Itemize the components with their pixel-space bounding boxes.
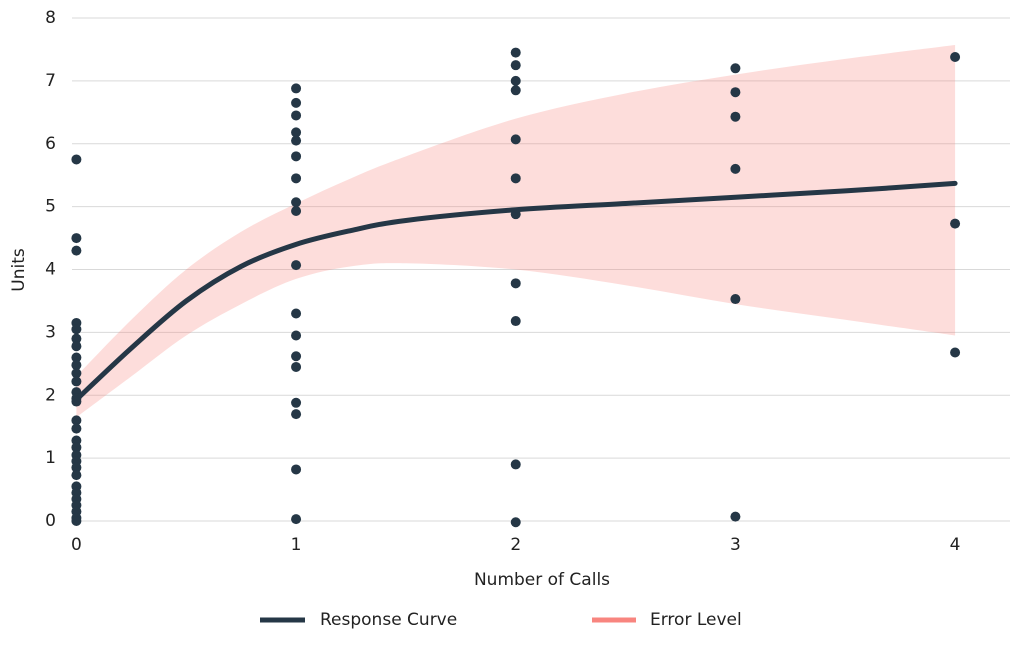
data-point — [71, 516, 82, 526]
data-point — [71, 233, 82, 244]
data-point — [510, 459, 521, 470]
y-tick-label: 6 — [45, 134, 56, 154]
data-point — [510, 60, 521, 71]
data-point — [71, 352, 82, 363]
y-tick-label: 5 — [45, 197, 56, 217]
y-tick-label: 3 — [45, 322, 56, 342]
data-point — [950, 347, 961, 358]
data-point — [291, 197, 302, 208]
data-point — [291, 361, 302, 372]
data-point — [291, 83, 302, 94]
data-point — [71, 462, 82, 473]
data-point — [291, 308, 302, 319]
data-point — [71, 341, 82, 352]
data-point — [510, 316, 521, 327]
data-point — [71, 435, 82, 446]
data-point — [291, 397, 302, 408]
data-point — [291, 206, 302, 217]
data-point — [71, 415, 82, 426]
data-point — [730, 63, 741, 74]
data-point — [291, 260, 302, 271]
data-point — [510, 173, 521, 184]
data-point — [71, 442, 82, 453]
x-tick-label: 2 — [510, 535, 521, 555]
y-tick-label: 1 — [45, 448, 56, 468]
data-point — [71, 368, 82, 379]
data-point — [510, 517, 521, 528]
data-point — [291, 97, 302, 108]
data-point — [730, 87, 741, 98]
data-point — [71, 154, 82, 165]
data-point — [71, 376, 82, 387]
data-point — [510, 47, 521, 58]
data-point — [291, 464, 302, 475]
data-point — [730, 294, 741, 305]
data-point — [950, 218, 961, 229]
data-point — [510, 85, 521, 96]
error-band — [76, 45, 956, 418]
data-point — [291, 351, 302, 362]
data-point — [730, 163, 741, 174]
legend-label: Response Curve — [320, 610, 457, 630]
x-tick-label: 0 — [71, 535, 82, 555]
data-point — [71, 470, 82, 481]
x-tick-label: 1 — [291, 535, 302, 555]
data-point — [291, 135, 302, 146]
data-point — [291, 409, 302, 420]
data-point — [71, 423, 82, 434]
y-tick-label: 4 — [45, 260, 56, 280]
data-point — [510, 134, 521, 145]
data-point — [291, 151, 302, 162]
data-point — [291, 173, 302, 184]
data-point — [291, 514, 302, 525]
x-tick-label: 3 — [730, 535, 741, 555]
x-axis-label: Number of Calls — [474, 570, 610, 590]
legend-label: Error Level — [650, 610, 742, 630]
data-point — [510, 75, 521, 86]
y-tick-label: 0 — [45, 511, 56, 531]
data-point — [71, 245, 82, 256]
data-point — [510, 278, 521, 289]
y-axis-label: Units — [9, 248, 29, 292]
y-tick-label: 7 — [45, 71, 56, 91]
response-curve — [73, 180, 958, 403]
data-point — [71, 360, 82, 371]
data-point — [71, 333, 82, 344]
data-point — [71, 324, 82, 335]
y-tick-label: 8 — [45, 8, 56, 28]
data-point — [291, 110, 302, 121]
data-point — [291, 330, 302, 341]
y-tick-label: 2 — [45, 385, 56, 405]
data-point — [291, 127, 302, 138]
data-point — [730, 511, 741, 522]
data-point — [730, 111, 741, 122]
data-point — [950, 51, 961, 62]
x-tick-label: 4 — [950, 535, 961, 555]
